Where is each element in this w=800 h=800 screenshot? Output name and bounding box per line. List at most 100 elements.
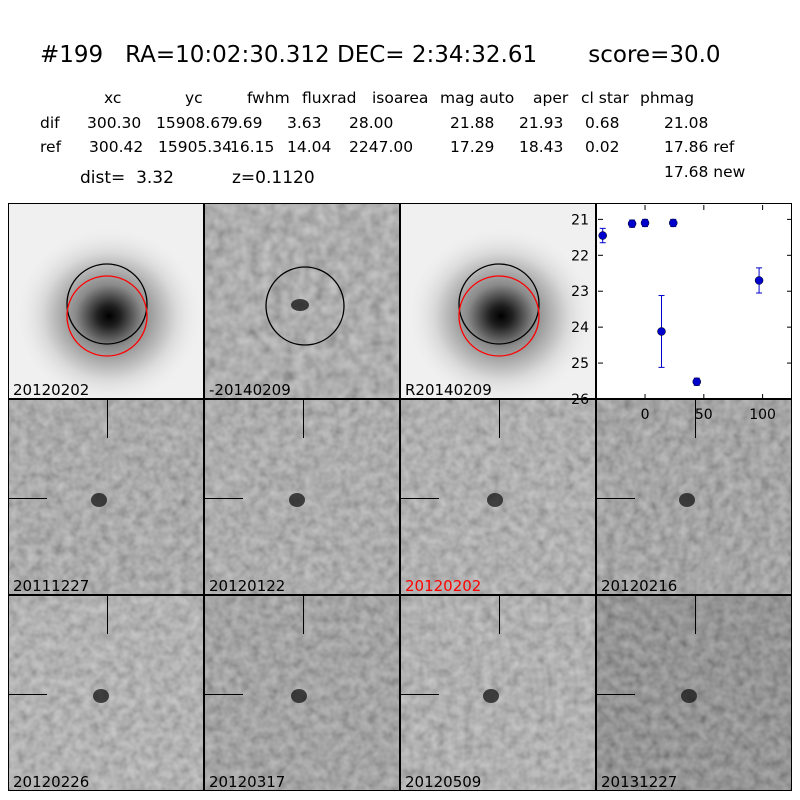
epoch-cutout: 20120317	[204, 595, 400, 791]
epoch-cutout: 20120202	[400, 399, 596, 595]
transient-spot	[291, 689, 307, 703]
col-header: phmag	[640, 89, 695, 107]
y-tick-label: 21	[571, 212, 589, 228]
redshift-value: z=0.1120	[232, 168, 315, 188]
crosshair-tick-vertical	[499, 596, 500, 634]
col-header: isoarea	[372, 89, 429, 107]
data-point	[692, 377, 702, 387]
x-tick-label: 100	[749, 407, 776, 423]
epoch-cutout: 20120226	[8, 595, 204, 791]
table-cell: 15905.34	[158, 138, 232, 156]
table-cell: 17.29	[450, 138, 495, 156]
epoch-cutout: 20131227	[596, 595, 792, 791]
table-cell: 21.93	[519, 114, 564, 132]
panel-date-label: 20120226	[13, 773, 90, 791]
crosshair-tick-horizontal	[205, 694, 243, 695]
epoch-cutout: 20120122	[204, 399, 400, 595]
crosshair-tick-horizontal	[9, 498, 47, 499]
header-title: #199 RA=10:02:30.312 DEC= 2:34:32.61 sco…	[40, 42, 721, 68]
y-tick-label: 22	[571, 248, 589, 264]
y-tick-label: 25	[571, 356, 589, 372]
aperture-circle	[265, 266, 345, 346]
panel-date-label: 20120202	[405, 577, 482, 595]
crosshair-tick-vertical	[695, 400, 696, 438]
table-cell: 300.30	[87, 114, 142, 132]
panel-date-label: 20120509	[405, 773, 482, 791]
crosshair-tick-vertical	[107, 400, 108, 438]
crosshair-tick-vertical	[499, 400, 500, 438]
reference-circle	[458, 275, 540, 357]
col-header: yc	[185, 89, 203, 107]
table-cell: 2247.00	[349, 138, 414, 156]
crosshair-tick-horizontal	[597, 694, 635, 695]
host-galaxy-image: R20140209	[400, 203, 596, 399]
panel-date-label: -20140209	[209, 381, 291, 399]
transient-spot	[93, 689, 109, 703]
galaxy-core	[14, 226, 203, 398]
crosshair-tick-horizontal	[401, 694, 439, 695]
table-cell: 0.68	[585, 114, 620, 132]
difference-image: -20140209	[204, 203, 400, 399]
dist-value: dist= 3.32	[80, 168, 174, 188]
data-point	[754, 276, 764, 285]
transient-spot	[487, 493, 503, 507]
table-cell: 16.15	[230, 138, 275, 156]
table-cell: 300.42	[89, 138, 144, 156]
transient-spot	[91, 493, 107, 507]
table-cell: 18.43	[519, 138, 564, 156]
table-cell: 9.69	[228, 114, 263, 132]
col-header: cl star	[581, 89, 629, 107]
image-grid: 20120202 -20140209 R20140209 20111227 201201…	[8, 203, 792, 791]
col-header: xc	[104, 89, 122, 107]
x-tick-label: 0	[641, 407, 650, 423]
col-header: fwhm	[247, 89, 290, 107]
y-tick-label: 24	[571, 320, 589, 336]
epoch-cutout: 20120216	[596, 399, 792, 595]
transient-residual	[291, 299, 309, 311]
panel-date-label: 20111227	[13, 577, 90, 595]
table-cell: 21.08	[664, 114, 709, 132]
panel-date-label: 20120216	[601, 577, 678, 595]
crosshair-tick-vertical	[695, 596, 696, 634]
crosshair-tick-vertical	[303, 400, 304, 438]
data-point	[657, 327, 666, 336]
reference-circle	[66, 275, 148, 357]
table-cell: 28.00	[349, 114, 394, 132]
crosshair-tick-horizontal	[205, 498, 243, 499]
table-cell: 0.02	[585, 138, 620, 156]
transient-spot	[679, 493, 695, 507]
panel-date-label: 20131227	[601, 773, 678, 791]
crosshair-tick-vertical	[303, 596, 304, 634]
crosshair-tick-horizontal	[597, 498, 635, 499]
epoch-cutout: 20120509	[400, 595, 596, 791]
epoch-cutout: 20111227	[8, 399, 204, 595]
panel-date-label: 20120202	[13, 381, 90, 399]
new-mag-value: 17.68 new	[664, 163, 746, 181]
panel-date-label: 20120317	[209, 773, 286, 791]
panel-date-label: R20140209	[405, 381, 492, 399]
x-tick-label: 50	[695, 407, 713, 423]
row-label: dif	[40, 114, 60, 132]
aperture-circle	[66, 263, 148, 345]
data-point	[627, 219, 637, 228]
host-galaxy-image: 20120202	[8, 203, 204, 399]
galaxy-core	[406, 226, 595, 398]
col-header: mag auto	[440, 89, 515, 107]
table-cell: 21.88	[450, 114, 495, 132]
crosshair-tick-horizontal	[9, 694, 47, 695]
data-point	[598, 231, 607, 240]
table-cell: 14.04	[287, 138, 332, 156]
table-cell: 17.86 ref	[664, 138, 735, 156]
col-header: fluxrad	[302, 89, 357, 107]
transient-spot	[289, 493, 305, 507]
table-cell: 15908.67	[156, 114, 230, 132]
row-label: ref	[40, 138, 62, 156]
col-header: aper	[533, 89, 569, 107]
aperture-circle	[458, 263, 540, 345]
crosshair-tick-horizontal	[401, 498, 439, 499]
transient-spot	[483, 689, 499, 703]
y-tick-label: 23	[571, 284, 589, 300]
table-cell: 3.63	[287, 114, 322, 132]
y-tick-label: 26	[571, 392, 589, 408]
light-curve-chart: 21 22 23 24 25 26 0 50 100	[571, 203, 792, 423]
